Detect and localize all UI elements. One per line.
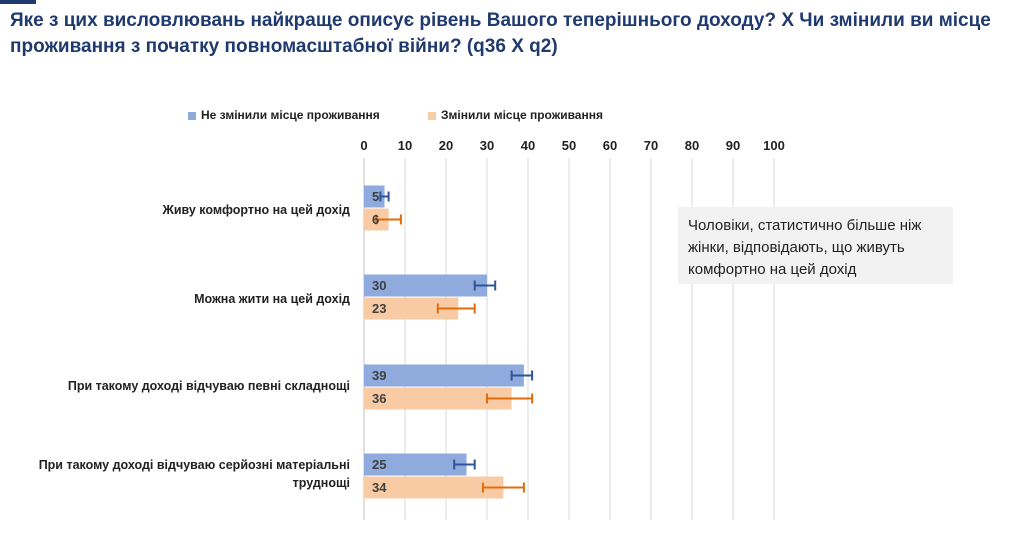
data-label-s2-c4: 34: [372, 480, 387, 495]
legend-label-not-moved: Не змінили місце проживання: [201, 108, 380, 122]
x-tick-label-10: 10: [398, 138, 412, 153]
x-tick-label-70: 70: [644, 138, 658, 153]
x-tick-label-90: 90: [726, 138, 740, 153]
data-label-s2-c2: 23: [372, 301, 386, 316]
legend-label-moved: Змінили місце проживання: [441, 108, 603, 122]
legend-item-not-moved: Не змінили місце проживання: [188, 108, 380, 122]
x-tick-label-50: 50: [562, 138, 576, 153]
x-tick-label-80: 80: [685, 138, 699, 153]
data-label-s1-c3: 39: [372, 368, 386, 383]
category-label-some-difficulties: При такому доході відчуваю певні складно…: [67, 379, 350, 393]
category-label-serious-difficulties: При такому доході відчуваю серйозні мате…: [38, 458, 350, 490]
x-tick-label-100: 100: [763, 138, 785, 153]
chart-title: Яке з цих висловлювань найкраще описує р…: [10, 10, 991, 57]
data-label-s2-c1: 6: [372, 212, 379, 227]
note-box: Чоловіки, статистично більше ніж жінки, …: [678, 207, 953, 284]
data-label-s1-c1: 5: [372, 189, 379, 204]
data-label-s1-c2: 30: [372, 278, 386, 293]
bar-s1-c3: [364, 364, 524, 387]
legend-item-moved: Змінили місце проживання: [428, 108, 603, 122]
bar-s1-c2: [364, 274, 487, 297]
x-tick-label-0: 0: [360, 138, 367, 153]
x-tick-label-30: 30: [480, 138, 494, 153]
x-tick-label-40: 40: [521, 138, 535, 153]
legend-swatch-not-moved: [188, 111, 196, 120]
legend-swatch-moved: [428, 111, 436, 120]
data-label-s2-c3: 36: [372, 391, 386, 406]
corner-mark: [0, 0, 36, 4]
x-tick-label-60: 60: [603, 138, 617, 153]
data-label-s1-c4: 25: [372, 457, 386, 472]
bar-s1-c4: [364, 453, 467, 476]
bar-s2-c3: [364, 387, 512, 410]
category-label-can-live: Можна жити на цей дохід: [194, 292, 350, 306]
x-tick-label-20: 20: [439, 138, 453, 153]
bar-s2-c2: [364, 297, 459, 320]
category-label-comfortable: Живу комфортно на цей дохід: [162, 203, 350, 217]
bar-s1-c1: [364, 185, 385, 208]
bar-s2-c4: [364, 476, 504, 499]
